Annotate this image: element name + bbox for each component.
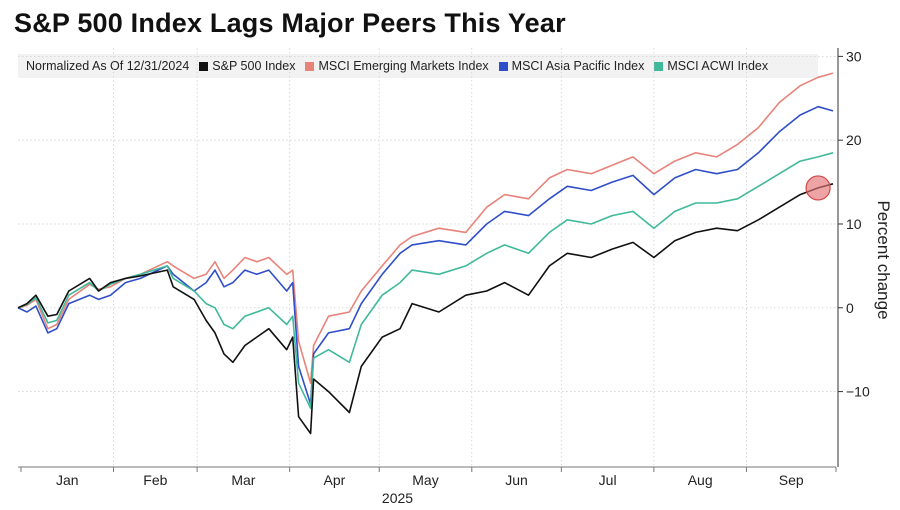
legend-item-sp500: S&P 500 Index [199,59,295,73]
y-tick-label: 10 [846,216,862,232]
legend-swatch [498,61,508,71]
x-tick-label: Jun [505,472,528,488]
x-tick-label: Mar [231,472,255,488]
y-tick-label: 0 [846,300,854,316]
normalization-note: Normalized As Of 12/31/2024 [26,59,190,73]
x-tick-label: Sep [779,472,804,488]
series-line [17,183,834,435]
legend-label: S&P 500 Index [212,59,296,73]
series-line [17,72,834,384]
legend-item-msci-em: MSCI Emerging Markets Index [305,59,489,73]
series-line [17,152,834,410]
legend-label: MSCI ACWI Index [667,59,769,73]
y-tick-label: −10 [846,384,870,400]
y-tick-label: 30 [846,48,862,64]
legend-label: MSCI Asia Pacific Index [511,59,645,73]
x-axis-label: 2025 [382,490,413,506]
y-tick-label: 20 [846,132,862,148]
chart-title: S&P 500 Index Lags Major Peers This Year [14,8,566,38]
series-line [17,105,834,405]
legend-item-msci-asia-pacific: MSCI Asia Pacific Index [498,59,645,73]
x-tick-label: Jul [599,472,617,488]
legend-label: MSCI Emerging Markets Index [318,59,489,73]
legend-swatch [199,61,209,71]
y-axis-label: Percent change [874,200,893,319]
x-tick-label: Aug [688,472,713,488]
legend-swatch [654,61,664,71]
highlight-marker [805,175,831,201]
legend-bar: Normalized As Of 12/31/2024 S&P 500 Inde… [18,54,818,78]
legend-item-msci-acwi: MSCI ACWI Index [654,59,768,73]
x-tick-label: Jan [56,472,79,488]
legend-swatch [305,61,315,71]
x-tick-label: Apr [324,472,346,488]
x-tick-label: Feb [143,472,167,488]
x-tick-label: May [412,472,438,488]
